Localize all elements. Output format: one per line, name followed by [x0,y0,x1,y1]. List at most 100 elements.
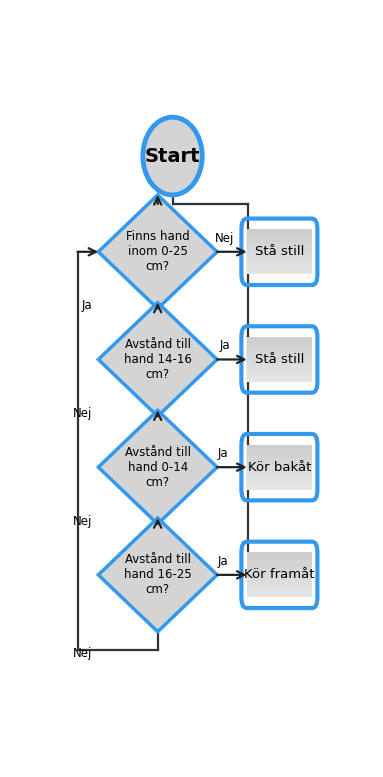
Bar [247,479,312,481]
Bar [247,462,312,464]
Bar [247,371,312,372]
Text: Nej: Nej [215,232,234,245]
Bar [247,578,312,580]
Bar [247,575,312,576]
Bar [247,485,312,486]
Bar [247,465,312,466]
Bar [247,262,312,263]
Bar [247,476,312,477]
Bar [247,444,312,446]
Bar [247,566,312,567]
Bar [247,563,312,565]
Bar [247,570,312,572]
Bar [247,253,312,254]
Bar [247,346,312,347]
Bar [247,363,312,364]
Bar [247,583,312,584]
Bar [247,458,312,459]
Polygon shape [98,195,217,308]
Bar [247,251,312,252]
Bar [247,376,312,378]
Bar [247,246,312,247]
Bar [247,486,312,487]
Bar [247,586,312,587]
Bar [247,471,312,472]
Bar [247,464,312,465]
Text: Nej: Nej [73,407,92,420]
Text: Nej: Nej [73,646,92,660]
Text: Avstånd till
hand 16-25
cm?: Avstånd till hand 16-25 cm? [124,553,192,597]
Bar [247,337,312,338]
Bar [247,557,312,558]
Bar [247,577,312,578]
Bar [247,568,312,570]
Bar [247,345,312,346]
Bar [247,360,312,361]
Bar [247,565,312,566]
Bar [247,556,312,557]
Bar [247,353,312,354]
Bar [247,261,312,262]
Text: Kör bakåt: Kör bakåt [248,461,311,474]
Bar [247,247,312,249]
Bar [247,264,312,265]
Bar [247,474,312,475]
Bar [247,475,312,476]
Bar [247,273,312,274]
Bar [247,343,312,345]
Text: Avstånd till
hand 0-14
cm?: Avstånd till hand 0-14 cm? [125,446,191,489]
Bar [247,352,312,353]
Bar [247,257,312,259]
Bar [247,558,312,559]
Bar [247,375,312,376]
Bar [247,456,312,457]
Bar [247,249,312,251]
Bar [247,272,312,273]
Bar [247,596,312,598]
Bar [247,245,312,246]
Bar [247,452,312,454]
Bar [247,241,312,242]
Bar [247,553,312,555]
Bar [247,252,312,253]
Bar [247,590,312,591]
Bar [247,477,312,479]
Bar [247,457,312,458]
Bar [247,381,312,382]
Bar [247,362,312,363]
Bar [247,447,312,448]
Bar [247,365,312,366]
Bar [247,446,312,447]
Text: Finns hand
inom 0-25
cm?: Finns hand inom 0-25 cm? [126,230,190,274]
Bar [247,584,312,585]
Bar [247,254,312,255]
Bar [247,373,312,374]
Bar [247,338,312,340]
Bar [247,269,312,270]
Polygon shape [98,518,217,632]
Polygon shape [98,410,217,524]
Bar [247,380,312,381]
Bar [247,585,312,586]
Bar [247,576,312,577]
Bar [247,229,312,231]
Bar [247,356,312,357]
Bar [247,588,312,590]
Bar [247,244,312,245]
Bar [247,358,312,360]
Bar [247,347,312,348]
Bar [247,481,312,482]
Bar [247,562,312,563]
Text: Ja: Ja [219,340,230,352]
Bar [247,374,312,375]
Bar [247,259,312,260]
Polygon shape [98,303,217,416]
Bar [247,260,312,261]
Bar [247,232,312,233]
Bar [247,271,312,272]
Text: Ja: Ja [218,447,228,460]
Bar [247,560,312,562]
Bar [247,263,312,264]
Bar [247,364,312,365]
Bar [247,484,312,485]
